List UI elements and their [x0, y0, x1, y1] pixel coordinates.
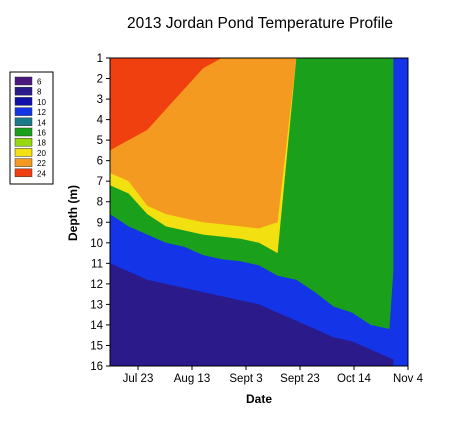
legend-swatch	[14, 148, 33, 157]
y-tick-label: 4	[97, 115, 104, 127]
legend-label: 16	[37, 129, 46, 138]
y-tick-label: 2	[97, 74, 103, 86]
legend-swatch	[14, 137, 33, 147]
x-tick-label: Aug 13	[174, 373, 210, 385]
legend-label: 12	[37, 108, 46, 117]
band-late-season	[393, 58, 408, 366]
x-tick-label: Sept 23	[280, 373, 320, 385]
legend-swatch	[14, 158, 33, 167]
x-tick-label: Oct 14	[337, 373, 371, 385]
x-tick-label: Sept 3	[229, 373, 262, 385]
y-tick-label: 9	[97, 217, 103, 229]
y-tick-label: 15	[90, 340, 103, 352]
legend-label: 20	[37, 149, 46, 158]
y-tick-label: 16	[90, 361, 103, 373]
legend-swatch	[14, 127, 33, 137]
legend-label: 24	[37, 169, 46, 178]
x-axis-label: Date	[246, 392, 272, 406]
legend-swatch	[14, 107, 33, 116]
legend-label: 6	[37, 78, 42, 87]
y-tick-label: 14	[90, 320, 103, 332]
y-tick-label: 13	[90, 299, 103, 311]
legend-swatch	[14, 168, 33, 178]
x-tick-label: Nov 4	[393, 373, 424, 385]
legend-label: 14	[37, 118, 46, 127]
y-tick-label: 3	[97, 94, 103, 106]
y-tick-label: 11	[91, 258, 103, 270]
legend-swatch	[14, 86, 33, 96]
legend-label: 18	[37, 139, 46, 148]
plot-frame	[109, 57, 409, 367]
legend-swatch	[14, 97, 33, 106]
legend-label: 22	[37, 159, 46, 168]
y-tick-label: 7	[97, 176, 103, 188]
y-tick-label: 12	[90, 279, 103, 291]
y-tick-label: 10	[90, 238, 103, 250]
chart-title: 2013 Jordan Pond Temperature Profile	[127, 15, 393, 32]
x-axis: Jul 23 Aug 13 Sept 3 Sept 23 Oct 14 Nov 4	[123, 366, 424, 385]
y-tick-label: 5	[97, 135, 103, 147]
y-axis-label: Depth (m)	[66, 185, 80, 241]
band-22	[110, 58, 408, 229]
y-tick-label: 6	[97, 156, 103, 168]
y-tick-label: 8	[97, 197, 103, 209]
legend-swatch	[14, 117, 33, 127]
legend-label: 10	[37, 98, 46, 107]
y-tick-label: 1	[97, 53, 103, 65]
legend-swatch	[14, 76, 33, 86]
x-tick-label: Jul 23	[123, 373, 154, 385]
heatmap-plot-area	[110, 58, 408, 366]
legend-label: 8	[37, 88, 42, 97]
band-24	[110, 58, 408, 151]
